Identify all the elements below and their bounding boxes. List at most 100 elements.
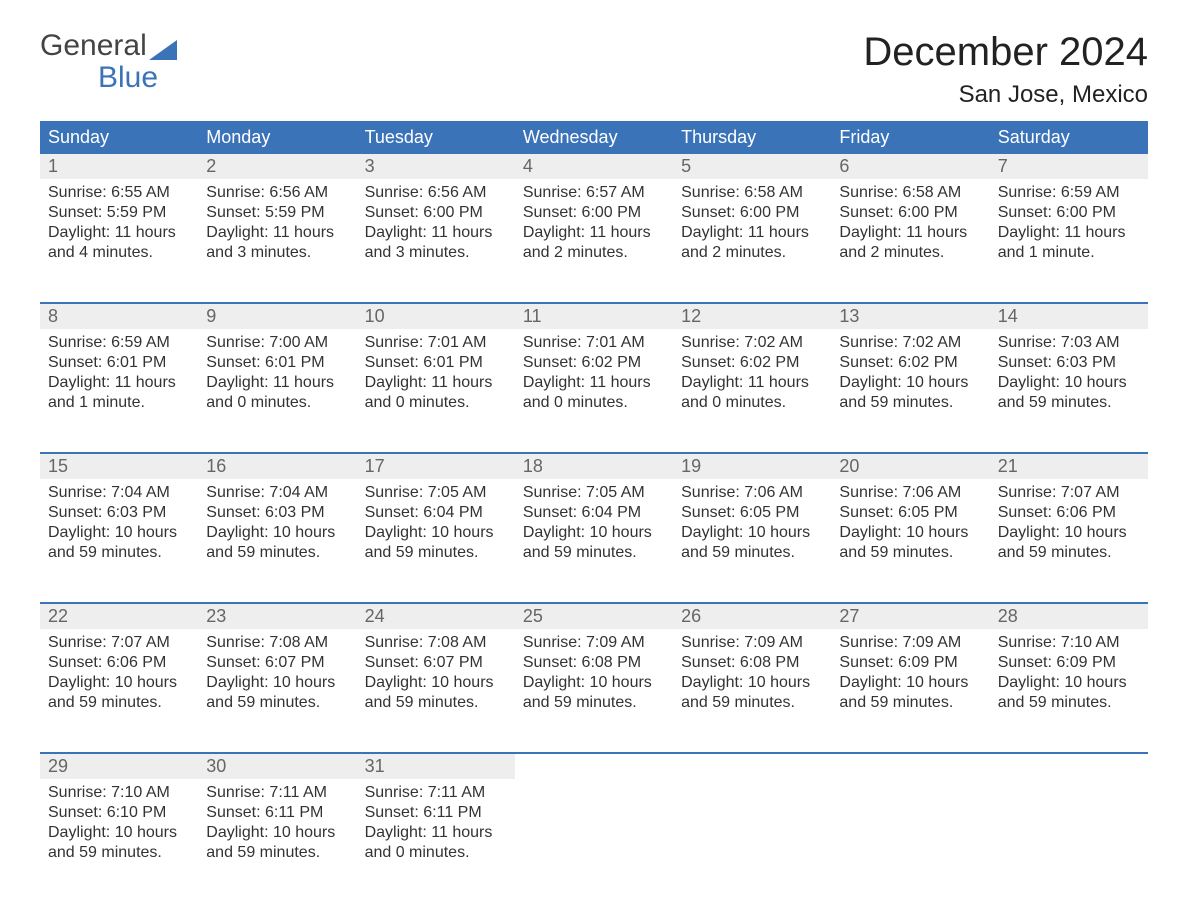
daylight-line: Daylight: 10 hours and 59 minutes.: [48, 523, 190, 563]
calendar-day-cell: 14 Sunrise: 7:03 AMSunset: 6:03 PMDayligh…: [990, 303, 1148, 453]
calendar-day-cell: 10Sunrise: 7:01 AMSunset: 6:01 PMDayligh…: [357, 303, 515, 453]
day-number: 10: [357, 304, 515, 329]
sunrise-line: Sunrise: 7:09 AM: [839, 633, 981, 653]
sunset-line: Sunset: 6:01 PM: [206, 353, 348, 373]
calendar-day-cell: 19Sunrise: 7:06 AMSunset: 6:05 PMDayligh…: [673, 453, 831, 603]
day-number: 9: [198, 304, 356, 329]
day-body: Sunrise: 7:05 AMSunset: 6:04 PMDaylight:…: [515, 479, 673, 567]
calendar-day-cell: 20Sunrise: 7:06 AMSunset: 6:05 PMDayligh…: [831, 453, 989, 603]
sunset-line: Sunset: 6:09 PM: [998, 653, 1140, 673]
day-body: Sunrise: 7:09 AMSunset: 6:08 PMDaylight:…: [515, 629, 673, 717]
day-body: Sunrise: 7:08 AMSunset: 6:07 PMDaylight:…: [198, 629, 356, 717]
calendar-day-cell: 31Sunrise: 7:11 AMSunset: 6:11 PMDayligh…: [357, 753, 515, 902]
calendar-day-cell: 9Sunrise: 7:00 AMSunset: 6:01 PMDaylight…: [198, 303, 356, 453]
calendar-day-cell: 21Sunrise: 7:07 AMSunset: 6:06 PMDayligh…: [990, 453, 1148, 603]
day-body: Sunrise: 7:11 AMSunset: 6:11 PMDaylight:…: [357, 779, 515, 867]
daylight-line: Daylight: 10 hours and 59 minutes.: [998, 673, 1140, 713]
sunrise-line: Sunrise: 6:55 AM: [48, 183, 190, 203]
sunset-line: Sunset: 6:05 PM: [681, 503, 823, 523]
sunset-line: Sunset: 6:02 PM: [523, 353, 665, 373]
sunrise-line: Sunrise: 7:04 AM: [48, 483, 190, 503]
sunrise-line: Sunrise: 7:11 AM: [365, 783, 507, 803]
title-block: December 2024 San Jose, Mexico: [863, 30, 1148, 109]
day-body: Sunrise: 6:57 AMSunset: 6:00 PMDaylight:…: [515, 179, 673, 267]
brand-word-1: General: [40, 30, 147, 62]
sunrise-line: Sunrise: 7:07 AM: [998, 483, 1140, 503]
weekday-header: Thursday: [673, 121, 831, 154]
sunset-line: Sunset: 6:01 PM: [48, 353, 190, 373]
sunset-line: Sunset: 6:07 PM: [206, 653, 348, 673]
daylight-line: Daylight: 11 hours and 2 minutes.: [523, 223, 665, 263]
sunrise-line: Sunrise: 7:02 AM: [681, 333, 823, 353]
daylight-line: Daylight: 11 hours and 1 minute.: [998, 223, 1140, 263]
sunset-line: Sunset: 6:03 PM: [998, 353, 1140, 373]
calendar-week-row: 22Sunrise: 7:07 AMSunset: 6:06 PMDayligh…: [40, 603, 1148, 753]
day-number: 22: [40, 604, 198, 629]
day-body: Sunrise: 7:02 AMSunset: 6:02 PMDaylight:…: [831, 329, 989, 417]
day-body: Sunrise: 7:05 AMSunset: 6:04 PMDaylight:…: [357, 479, 515, 567]
sunset-line: Sunset: 6:05 PM: [839, 503, 981, 523]
day-number: 3: [357, 154, 515, 179]
sunset-line: Sunset: 6:07 PM: [365, 653, 507, 673]
day-body: Sunrise: 7:11 AMSunset: 6:11 PMDaylight:…: [198, 779, 356, 867]
daylight-line: Daylight: 10 hours and 59 minutes.: [839, 523, 981, 563]
day-body: Sunrise: 7:08 AMSunset: 6:07 PMDaylight:…: [357, 629, 515, 717]
sunrise-line: Sunrise: 6:56 AM: [206, 183, 348, 203]
sunrise-line: Sunrise: 6:59 AM: [48, 333, 190, 353]
day-body: Sunrise: 7:06 AMSunset: 6:05 PMDaylight:…: [831, 479, 989, 567]
sunrise-line: Sunrise: 7:03 AM: [998, 333, 1140, 353]
sunset-line: Sunset: 6:06 PM: [48, 653, 190, 673]
daylight-line: Daylight: 10 hours and 59 minutes.: [998, 373, 1140, 413]
calendar-day-cell: 6Sunrise: 6:58 AMSunset: 6:00 PMDaylight…: [831, 154, 989, 303]
daylight-line: Daylight: 11 hours and 4 minutes.: [48, 223, 190, 263]
calendar-day-cell: 29Sunrise: 7:10 AMSunset: 6:10 PMDayligh…: [40, 753, 198, 902]
calendar-day-cell: 25Sunrise: 7:09 AMSunset: 6:08 PMDayligh…: [515, 603, 673, 753]
daylight-line: Daylight: 10 hours and 59 minutes.: [998, 523, 1140, 563]
sunset-line: Sunset: 6:03 PM: [48, 503, 190, 523]
calendar-week-row: 29Sunrise: 7:10 AMSunset: 6:10 PMDayligh…: [40, 753, 1148, 902]
sunrise-line: Sunrise: 7:02 AM: [839, 333, 981, 353]
sunset-line: Sunset: 6:00 PM: [839, 203, 981, 223]
day-number: 7: [990, 154, 1148, 179]
sunrise-line: Sunrise: 7:06 AM: [839, 483, 981, 503]
day-number: 20: [831, 454, 989, 479]
day-body: Sunrise: 6:56 AMSunset: 5:59 PMDaylight:…: [198, 179, 356, 267]
calendar-day-cell: 11Sunrise: 7:01 AMSunset: 6:02 PMDayligh…: [515, 303, 673, 453]
daylight-line: Daylight: 10 hours and 59 minutes.: [681, 673, 823, 713]
sunset-line: Sunset: 6:02 PM: [681, 353, 823, 373]
calendar-day-cell: 5Sunrise: 6:58 AMSunset: 6:00 PMDaylight…: [673, 154, 831, 303]
day-body: Sunrise: 7:07 AMSunset: 6:06 PMDaylight:…: [990, 479, 1148, 567]
sunset-line: Sunset: 6:00 PM: [998, 203, 1140, 223]
sunrise-line: Sunrise: 6:57 AM: [523, 183, 665, 203]
day-number: 30: [198, 754, 356, 779]
sunrise-line: Sunrise: 7:09 AM: [523, 633, 665, 653]
calendar-day-cell: 27Sunrise: 7:09 AMSunset: 6:09 PMDayligh…: [831, 603, 989, 753]
sunrise-line: Sunrise: 7:01 AM: [523, 333, 665, 353]
calendar-day-cell: 17Sunrise: 7:05 AMSunset: 6:04 PMDayligh…: [357, 453, 515, 603]
daylight-line: Daylight: 11 hours and 0 minutes.: [365, 823, 507, 863]
calendar-day-cell: .: [831, 753, 989, 902]
sunrise-line: Sunrise: 7:00 AM: [206, 333, 348, 353]
sunrise-line: Sunrise: 7:11 AM: [206, 783, 348, 803]
day-body: Sunrise: 7:01 AMSunset: 6:02 PMDaylight:…: [515, 329, 673, 417]
day-number: 12: [673, 304, 831, 329]
daylight-line: Daylight: 10 hours and 59 minutes.: [206, 673, 348, 713]
sunset-line: Sunset: 6:01 PM: [365, 353, 507, 373]
daylight-line: Daylight: 10 hours and 59 minutes.: [48, 823, 190, 863]
calendar-day-cell: 8Sunrise: 6:59 AMSunset: 6:01 PMDaylight…: [40, 303, 198, 453]
day-body: Sunrise: 6:58 AMSunset: 6:00 PMDaylight:…: [831, 179, 989, 267]
sunset-line: Sunset: 6:08 PM: [523, 653, 665, 673]
sunrise-line: Sunrise: 6:58 AM: [839, 183, 981, 203]
brand-line-1: General: [40, 30, 177, 62]
calendar-week-row: 8Sunrise: 6:59 AMSunset: 6:01 PMDaylight…: [40, 303, 1148, 453]
day-number: 2: [198, 154, 356, 179]
daylight-line: Daylight: 11 hours and 0 minutes.: [365, 373, 507, 413]
calendar-week-row: 15Sunrise: 7:04 AMSunset: 6:03 PMDayligh…: [40, 453, 1148, 603]
calendar-day-cell: 2Sunrise: 6:56 AMSunset: 5:59 PMDaylight…: [198, 154, 356, 303]
brand-logo: General Blue: [40, 30, 177, 93]
daylight-line: Daylight: 10 hours and 59 minutes.: [681, 523, 823, 563]
day-number: 11: [515, 304, 673, 329]
day-number: 14: [990, 304, 1148, 329]
daylight-line: Daylight: 10 hours and 59 minutes.: [206, 823, 348, 863]
sunrise-line: Sunrise: 7:08 AM: [365, 633, 507, 653]
